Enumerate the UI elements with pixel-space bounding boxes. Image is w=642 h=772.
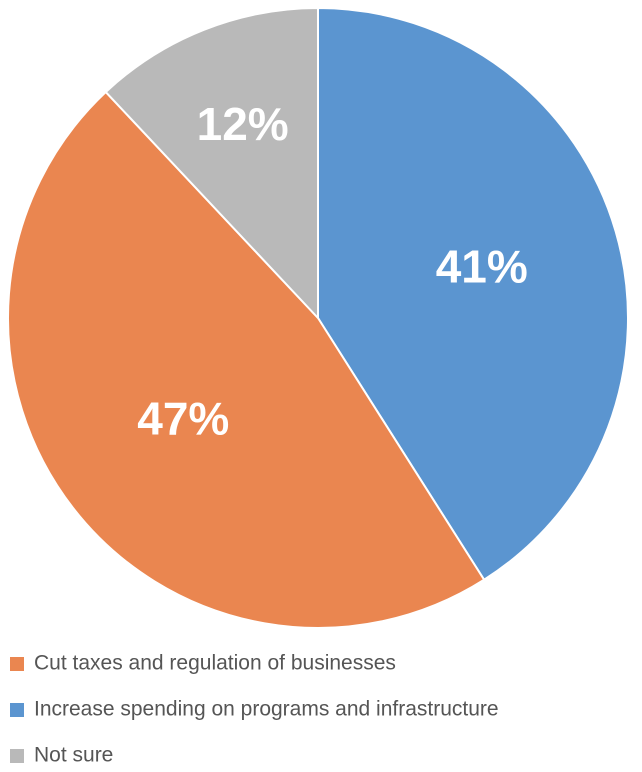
legend-label: Increase spending on programs and infras… (34, 698, 499, 721)
value-label: 41% (436, 241, 528, 293)
pie-slice (104, 6, 319, 321)
legend-swatch (10, 749, 24, 763)
legend-swatch (10, 657, 24, 671)
legend-label: Cut taxes and regulation of businesses (34, 652, 396, 675)
pie-slice (7, 90, 486, 629)
value-label: 47% (137, 393, 229, 445)
legend-label: Not sure (34, 744, 113, 767)
pie-slice (317, 6, 629, 582)
legend-swatch (10, 703, 24, 717)
value-label: 12% (197, 98, 289, 150)
